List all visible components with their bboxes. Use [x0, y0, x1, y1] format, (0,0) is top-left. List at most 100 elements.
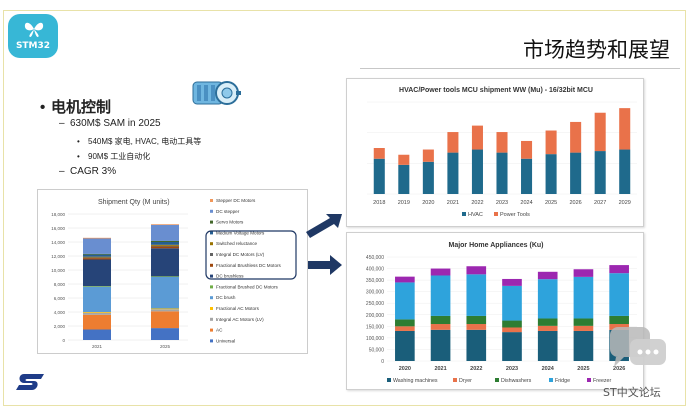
bar-segment	[395, 326, 415, 331]
legend-label: Integral DC Motors (LV)	[216, 252, 265, 257]
title-divider	[360, 68, 680, 69]
bar-segment	[430, 268, 451, 276]
x-tick-label: 2027	[594, 200, 606, 206]
appliance-chart-svg: Major Home Appliances (Ku) 0 50,000 100,000…	[366, 242, 637, 384]
bar-segment	[373, 158, 385, 194]
y-tick-label: 150,000	[366, 324, 384, 330]
legend-swatch	[462, 212, 466, 216]
bar-segment	[466, 274, 487, 316]
bar-segment	[573, 325, 594, 331]
legend-label: Stepper DC Motors	[216, 198, 256, 203]
y-tick-label: 100,000	[366, 336, 384, 342]
bar-segment	[545, 154, 557, 194]
bar-segment	[83, 286, 111, 312]
bullet-text: 630M$ SAM in 2025	[70, 118, 161, 129]
bar-segment	[545, 130, 557, 155]
chat-icon	[610, 327, 666, 367]
bar-segment	[471, 149, 483, 194]
legend-label: Servo Motors	[216, 220, 244, 225]
bar-segment	[573, 318, 594, 326]
legend-label: Fridge	[555, 378, 570, 384]
y-tick-label: 450,000	[366, 255, 384, 261]
legend-label: Power Tools	[500, 212, 530, 218]
bar-segment	[430, 329, 451, 361]
x-tick-label: 2023	[506, 366, 518, 372]
legend-label: DC stepper	[216, 209, 240, 214]
bar-segment	[83, 257, 111, 259]
bar-segment	[471, 125, 483, 150]
bar-segment	[151, 308, 179, 310]
bar-segment	[83, 312, 111, 315]
bar-segment	[83, 256, 111, 258]
bar-segment	[466, 315, 487, 325]
st-logo	[16, 374, 44, 390]
y-tick-label: 350,000	[366, 278, 384, 284]
bar-segment	[537, 330, 558, 361]
x-tick-label: 2019	[398, 200, 410, 206]
bar-segment	[83, 237, 111, 239]
bullet-level3: • 90M$ 工业自动化	[77, 152, 151, 161]
legend-swatch	[549, 378, 553, 382]
y-tick-label: 4,000	[54, 310, 66, 315]
bar-segment	[502, 332, 522, 361]
bar-segment	[573, 330, 594, 361]
bar-segment	[537, 318, 558, 326]
legend-label: DC brush	[216, 295, 236, 300]
x-tick-label: 2025	[577, 366, 589, 372]
bullet-text: 电机控制	[51, 99, 112, 116]
x-tick-label: 2026	[613, 366, 625, 372]
x-tick-label: 2020	[399, 366, 411, 372]
legend-swatch	[495, 378, 499, 382]
x-tick-label: 2023	[496, 200, 508, 206]
bar-segment	[83, 314, 111, 330]
x-tick-label: 2025	[545, 200, 557, 206]
legend-label: Medium Voltage Motors	[216, 230, 265, 235]
y-tick-label: 12,000	[51, 254, 65, 259]
bar-segment	[447, 152, 459, 194]
bar-segment	[502, 278, 522, 286]
bar-segment	[83, 286, 111, 287]
legend-highlight	[205, 230, 297, 280]
bullet-level2: –630M$ SAM in 2025	[59, 118, 161, 129]
bar-segment	[521, 140, 533, 159]
y-tick-label: 0	[381, 359, 384, 365]
legend-label: Dryer	[459, 378, 472, 384]
x-tick-label: 2021	[447, 200, 459, 206]
bar-segment	[398, 164, 410, 194]
slide-frame	[3, 10, 686, 406]
motor-icon	[192, 81, 241, 105]
bar-segment	[609, 273, 629, 316]
bar-segment	[83, 254, 111, 257]
legend-swatch	[210, 253, 213, 256]
bar-segment	[619, 108, 631, 150]
bar-segment	[430, 315, 451, 325]
y-tick-label: 300,000	[366, 290, 384, 296]
legend-swatch	[210, 296, 213, 300]
bar-segment	[447, 132, 459, 153]
y-tick-label: 6,000	[54, 296, 66, 301]
bar-segment	[83, 253, 111, 255]
bar-segment	[466, 329, 487, 361]
bar-segment	[83, 259, 111, 287]
x-tick-label: 2021	[92, 344, 103, 349]
bar-segment	[422, 161, 434, 194]
y-tick-label: 50,000	[369, 347, 385, 353]
chart-title: Shipment Qty (M units)	[98, 199, 170, 206]
y-tick-label: 8,000	[54, 282, 66, 287]
bullet-text: CAGR 3%	[70, 166, 117, 177]
bar-segment	[83, 329, 111, 340]
bar-segment	[151, 309, 179, 312]
bar-segment	[609, 315, 629, 325]
x-tick-label: 2025	[160, 344, 171, 349]
slide-title: 市场趋势和展望	[523, 38, 670, 62]
legend-label: Freezer	[593, 378, 611, 384]
bar-segment	[151, 276, 179, 277]
y-tick-label: 200,000	[366, 313, 384, 319]
legend-swatch	[210, 307, 213, 310]
x-tick-label: 2018	[373, 200, 385, 206]
bar-segment	[570, 121, 582, 153]
legend-swatch	[210, 209, 213, 213]
y-tick-label: 2,000	[54, 324, 66, 329]
bar-segment	[609, 265, 629, 274]
